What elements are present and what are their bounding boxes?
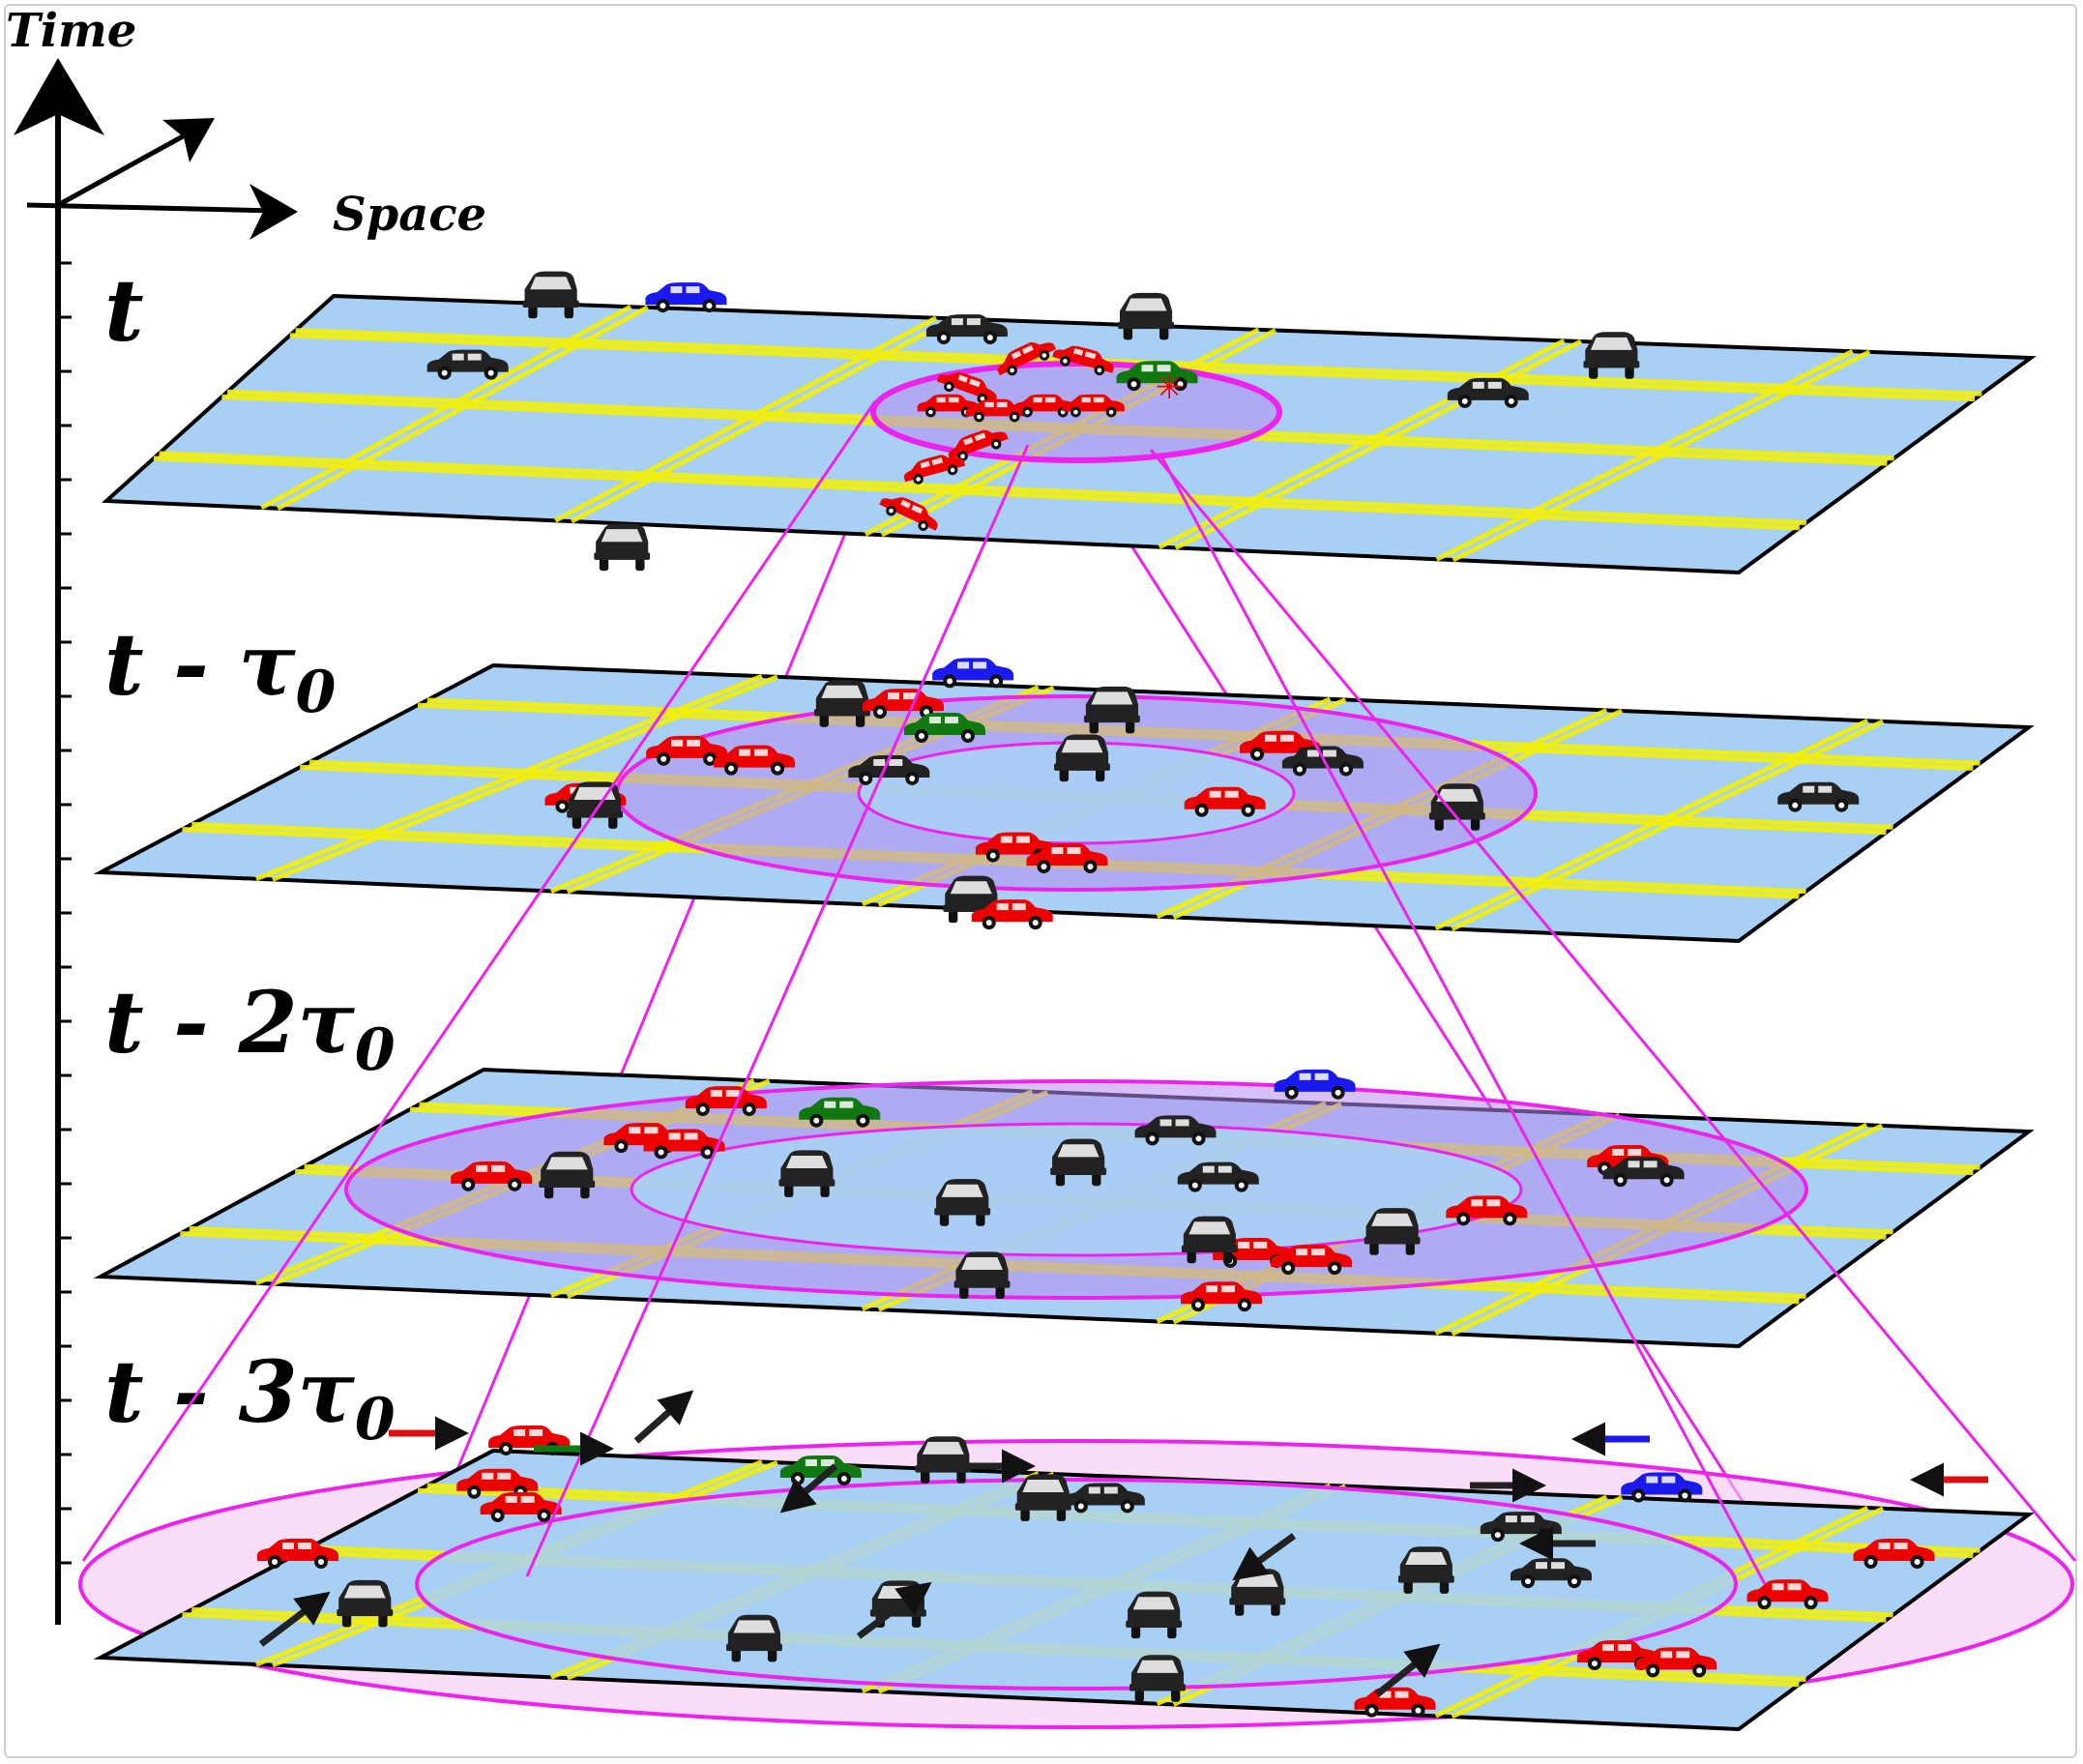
road-vertical xyxy=(570,316,954,524)
layer-label-t-minus-2tau: t - 2τ0 xyxy=(104,972,396,1084)
space-axis xyxy=(26,202,277,214)
collision-spark-icon: ✳ xyxy=(1156,368,1184,407)
road-vertical xyxy=(255,673,763,882)
cone-lines-front xyxy=(81,400,2077,1585)
road-vertical xyxy=(1452,349,1871,563)
figure-frame xyxy=(4,4,2077,1758)
space-axis-label: Space xyxy=(333,188,486,242)
arrow-icon xyxy=(633,1390,694,1444)
time-axis-arrowhead xyxy=(14,58,104,135)
layer-labels: t t - τ0 t - 2τ0 t - 3τ0 xyxy=(104,260,396,1454)
car-icon xyxy=(594,523,651,572)
road-horizontal xyxy=(295,328,1982,397)
axes: Time Space xyxy=(6,4,486,1625)
road-vertical xyxy=(1434,719,1869,931)
road-vertical xyxy=(1158,338,1566,549)
space-axis-arrowhead xyxy=(249,184,298,240)
road-vertical xyxy=(554,315,938,523)
arrow-icon xyxy=(1232,1533,1297,1581)
depth-axis xyxy=(56,128,195,208)
depth-axis-arrowhead xyxy=(162,118,215,162)
arrow-icon xyxy=(779,1463,838,1514)
time-layers: ✳ xyxy=(78,271,2074,1732)
cone-lines-back xyxy=(422,383,1776,1552)
layer-label-t-minus-3tau: t - 3τ0 xyxy=(104,1341,396,1454)
time-layer-t3 xyxy=(78,1425,2074,1732)
arrow-icon xyxy=(1374,1643,1441,1697)
arrow-icon xyxy=(856,1581,932,1639)
movement-arrows xyxy=(258,1390,1988,1697)
road-vertical xyxy=(277,305,649,511)
road-vertical xyxy=(1451,719,1885,931)
road-vertical xyxy=(1435,349,1854,562)
layer-label-t-minus-tau: t - τ0 xyxy=(104,614,337,726)
time-layer-t2 xyxy=(93,1067,2035,1349)
layer-label-t: t xyxy=(104,260,144,361)
road-vertical xyxy=(271,674,778,882)
crash-icon: ✳ xyxy=(876,334,1184,537)
time-axis-label: Time xyxy=(6,4,136,58)
road-vertical xyxy=(1174,338,1583,550)
road-vertical xyxy=(260,305,632,511)
congestion-region-inner xyxy=(630,1122,1523,1257)
arrow-icon xyxy=(258,1591,331,1647)
time-layer-t: ✳ xyxy=(102,271,2037,575)
time-axis-ticks xyxy=(58,261,72,1565)
time-layer-t1 xyxy=(93,658,2035,944)
